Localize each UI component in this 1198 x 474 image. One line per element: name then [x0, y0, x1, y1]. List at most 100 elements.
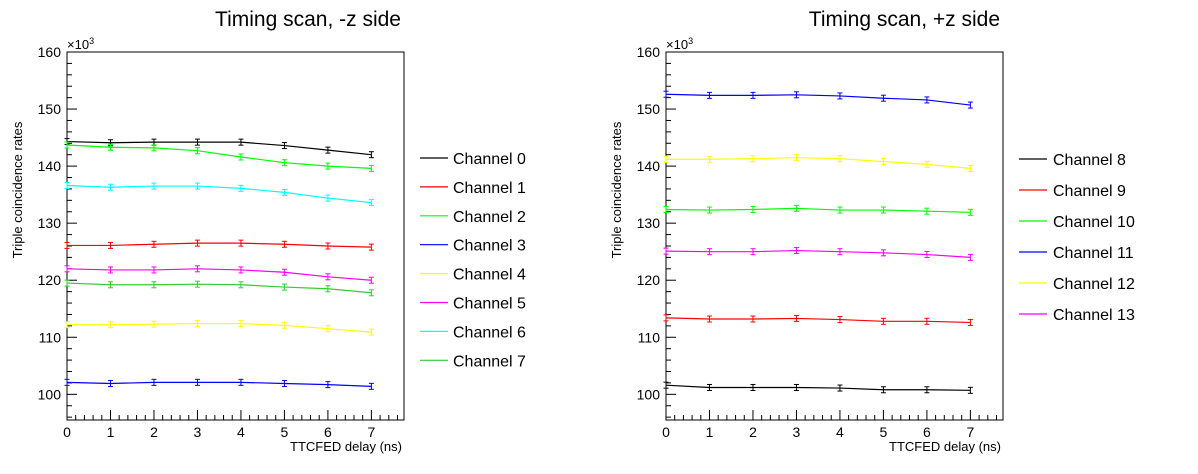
- series-7: [64, 279, 374, 297]
- data-point: [368, 243, 374, 251]
- legend-item: Channel 9: [1019, 183, 1126, 200]
- data-point: [325, 162, 331, 170]
- series-line: [665, 207, 971, 213]
- y-exponent-sup: 3: [688, 36, 693, 46]
- data-point: [194, 147, 200, 155]
- series-line: [66, 381, 372, 387]
- y-tick-label: 150: [38, 101, 62, 117]
- series-2: [64, 141, 374, 172]
- data-point: [238, 153, 244, 161]
- legend: Channel 0 Channel 1 Channel 2 Channel 3 Chan…: [420, 151, 526, 370]
- data-point: [793, 204, 799, 212]
- data-point: [663, 155, 669, 163]
- data-point: [967, 386, 973, 394]
- data-point: [194, 265, 200, 273]
- x-tick-label: 4: [836, 424, 844, 440]
- data-point: [194, 138, 200, 146]
- legend-label: Channel 1: [453, 180, 526, 197]
- data-point: [238, 266, 244, 274]
- data-point: [750, 155, 756, 163]
- data-point: [967, 253, 973, 261]
- data-point: [281, 379, 287, 387]
- data-point: [663, 247, 669, 255]
- data-point: [837, 316, 843, 324]
- x-tick-label: 0: [662, 424, 670, 440]
- data-point: [64, 182, 70, 190]
- data-point: [151, 281, 157, 289]
- data-point: [281, 188, 287, 196]
- series-5: [663, 247, 973, 261]
- legend-item: Channel 8: [1019, 152, 1126, 169]
- data-point: [663, 381, 669, 389]
- data-point: [325, 285, 331, 293]
- y-axis-label: Triple coincidence rates: [10, 121, 25, 258]
- data-point: [837, 155, 843, 163]
- legend-item: Channel 0: [420, 151, 526, 168]
- series-3: [64, 378, 374, 390]
- x-tick-label: 3: [793, 424, 801, 440]
- data-point: [663, 90, 669, 98]
- legend-item: Channel 10: [1019, 214, 1135, 231]
- data-point: [924, 160, 930, 168]
- data-point: [238, 239, 244, 247]
- data-point: [368, 199, 374, 207]
- series-1: [663, 314, 973, 326]
- legend-label: Channel 2: [453, 209, 526, 226]
- y-exponent-label: ×103: [666, 36, 693, 52]
- series-line: [67, 242, 372, 248]
- data-point: [837, 206, 843, 214]
- x-tick-label: 0: [63, 424, 71, 440]
- x-tick-label: 3: [194, 424, 202, 440]
- data-point: [325, 194, 331, 202]
- data-point: [107, 266, 113, 274]
- series-line: [665, 317, 971, 324]
- y-tick-label: 110: [39, 329, 62, 345]
- data-point: [793, 154, 799, 162]
- data-point: [706, 248, 712, 256]
- data-point: [368, 151, 374, 159]
- data-point: [194, 320, 200, 328]
- data-point: [368, 289, 374, 297]
- data-point: [194, 280, 200, 288]
- data-point: [281, 240, 287, 248]
- series-line: [67, 322, 372, 333]
- data-point: [325, 146, 331, 154]
- data-point: [281, 159, 287, 167]
- data-point: [837, 384, 843, 392]
- legend-item: Channel 11: [1019, 245, 1134, 262]
- data-point: [238, 320, 244, 328]
- data-point: [793, 247, 799, 255]
- series-line: [665, 249, 971, 258]
- data-point: [281, 142, 287, 150]
- series-6: [64, 182, 374, 207]
- data-point: [325, 273, 331, 281]
- data-point: [880, 94, 886, 102]
- y-tick-label: 110: [638, 329, 661, 345]
- y-tick-label: 160: [637, 44, 661, 60]
- data-point: [107, 379, 113, 387]
- series-line: [66, 140, 372, 156]
- data-point: [793, 314, 799, 322]
- x-tick-label: 2: [749, 424, 757, 440]
- data-point: [880, 386, 886, 394]
- data-point: [750, 315, 756, 323]
- data-point: [325, 242, 331, 250]
- x-tick-label: 7: [367, 424, 375, 440]
- data-point: [325, 381, 331, 389]
- data-point: [151, 378, 157, 386]
- plot-frame: [66, 51, 405, 421]
- data-point: [194, 239, 200, 247]
- data-point: [706, 155, 712, 163]
- data-point: [107, 281, 113, 289]
- y-exponent-label: ×103: [67, 36, 94, 52]
- data-point: [706, 206, 712, 214]
- x-tick-label: 6: [923, 424, 931, 440]
- y-tick-label: 150: [637, 101, 661, 117]
- series-5: [64, 265, 374, 284]
- data-point: [238, 184, 244, 192]
- data-point: [967, 101, 973, 109]
- data-point: [750, 383, 756, 391]
- data-point: [64, 321, 70, 329]
- series-line: [666, 156, 971, 169]
- data-point: [924, 207, 930, 215]
